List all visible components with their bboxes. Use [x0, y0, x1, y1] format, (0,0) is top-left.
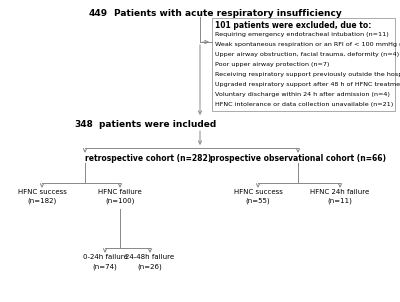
Text: Weak spontaneous respiration or an RFI of < 100 mmHg (n=5): Weak spontaneous respiration or an RFI o… — [215, 42, 400, 47]
Text: 348: 348 — [74, 120, 93, 129]
Text: Requiring emergency endotracheal intubation (n=11): Requiring emergency endotracheal intubat… — [215, 32, 389, 37]
Text: Upper airway obstruction, facial trauma, deformity (n=4): Upper airway obstruction, facial trauma,… — [215, 52, 399, 57]
Text: (n=74): (n=74) — [93, 263, 117, 269]
Text: HFNC intolerance or data collection unavailable (n=21): HFNC intolerance or data collection unav… — [215, 102, 393, 107]
Text: Poor upper airway protection (n=7): Poor upper airway protection (n=7) — [215, 62, 329, 67]
Text: patients were included: patients were included — [99, 120, 216, 129]
Text: Patients with acute respiratory insufficiency: Patients with acute respiratory insuffic… — [114, 9, 342, 18]
Text: Voluntary discharge within 24 h after admission (n=4): Voluntary discharge within 24 h after ad… — [215, 92, 390, 97]
Text: (n=100): (n=100) — [105, 198, 135, 204]
Text: (n=26): (n=26) — [138, 263, 162, 269]
Text: retrospective cohort (n=282): retrospective cohort (n=282) — [85, 154, 211, 163]
Text: 449: 449 — [89, 9, 108, 18]
Text: HFNC success: HFNC success — [234, 189, 282, 195]
Text: (n=11): (n=11) — [328, 198, 352, 204]
Text: Receiving respiratory support previously outside the hospital (n=17): Receiving respiratory support previously… — [215, 72, 400, 77]
Text: prospective observational cohort (n=66): prospective observational cohort (n=66) — [210, 154, 386, 163]
FancyBboxPatch shape — [212, 18, 395, 111]
Text: 101 patients were excluded, due to:: 101 patients were excluded, due to: — [215, 21, 371, 30]
Text: HFNC 24h failure: HFNC 24h failure — [310, 189, 370, 195]
Text: 24-48h failure: 24-48h failure — [126, 254, 174, 260]
Text: HFNC success: HFNC success — [18, 189, 66, 195]
Text: 0-24h failure: 0-24h failure — [83, 254, 127, 260]
Text: (n=55): (n=55) — [246, 198, 270, 204]
Text: HFNC failure: HFNC failure — [98, 189, 142, 195]
Text: Upgraded respiratory support after 48 h of HFNC treatment (n=32): Upgraded respiratory support after 48 h … — [215, 82, 400, 87]
Text: (n=182): (n=182) — [27, 198, 57, 204]
